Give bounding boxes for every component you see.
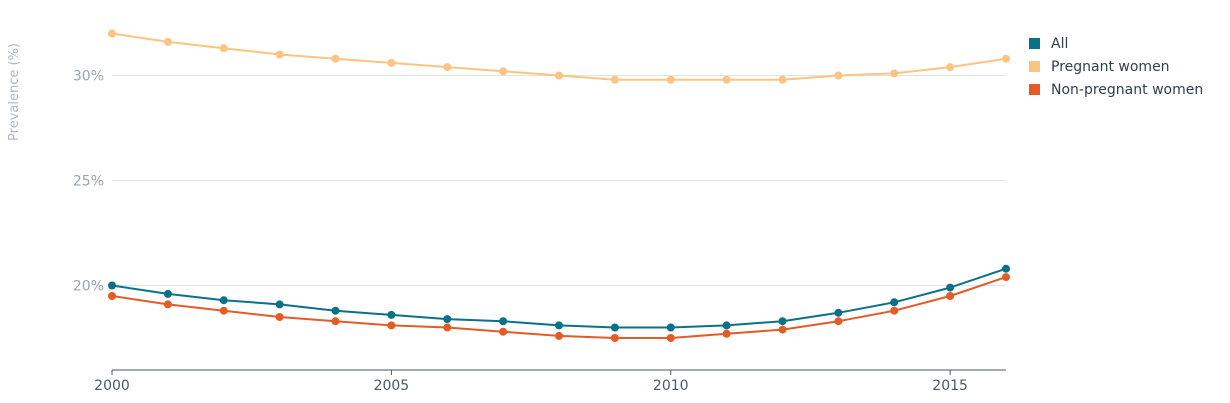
data-point[interactable]	[1002, 54, 1010, 63]
data-point[interactable]	[890, 69, 899, 78]
data-point[interactable]	[443, 315, 452, 324]
data-point[interactable]	[778, 325, 787, 334]
data-point[interactable]	[275, 50, 284, 59]
data-point[interactable]	[666, 75, 675, 84]
data-point[interactable]	[163, 300, 172, 309]
data-point[interactable]	[219, 44, 228, 53]
data-point[interactable]	[219, 296, 228, 305]
data-point[interactable]	[499, 317, 508, 326]
data-point[interactable]	[722, 329, 731, 338]
data-point[interactable]	[610, 75, 619, 84]
data-point[interactable]	[890, 298, 899, 307]
data-point[interactable]	[610, 323, 619, 332]
data-point[interactable]	[387, 58, 396, 67]
legend-label: Non-pregnant women	[1051, 81, 1204, 98]
data-point[interactable]	[666, 334, 675, 342]
x-tick-label: 2000	[94, 378, 130, 394]
data-point[interactable]	[778, 317, 787, 326]
data-point[interactable]	[946, 283, 955, 292]
data-point[interactable]	[610, 334, 619, 342]
legend-item[interactable]: Non-pregnant women	[1029, 78, 1203, 101]
data-point[interactable]	[1002, 264, 1010, 273]
legend: All Pregnant women Non-pregnant women	[1029, 32, 1203, 101]
data-point[interactable]	[555, 321, 563, 330]
data-point[interactable]	[163, 37, 172, 46]
data-point[interactable]	[108, 29, 116, 38]
data-point[interactable]	[499, 67, 508, 76]
data-point[interactable]	[946, 63, 955, 72]
grid-lines: 20% 25% 30%	[73, 69, 1006, 295]
series-line-0	[111, 267, 1007, 329]
legend-item[interactable]: All	[1029, 32, 1203, 55]
data-point[interactable]	[275, 313, 284, 321]
x-tick-label: 2010	[653, 378, 689, 394]
y-axis-label: Prevalence (%)	[7, 43, 22, 141]
data-point[interactable]	[722, 75, 731, 84]
x-tick-label: 2015	[932, 378, 968, 394]
legend-item[interactable]: Pregnant women	[1029, 55, 1203, 78]
data-point[interactable]	[387, 321, 396, 330]
data-point[interactable]	[834, 317, 843, 326]
data-point[interactable]	[331, 54, 340, 63]
legend-label: All	[1051, 35, 1069, 52]
series-group	[108, 29, 1010, 342]
data-point[interactable]	[108, 292, 116, 300]
data-point[interactable]	[331, 306, 340, 315]
data-point[interactable]	[163, 289, 172, 298]
data-point[interactable]	[834, 71, 843, 80]
data-point[interactable]	[331, 317, 340, 326]
y-tick-label: 20%	[73, 279, 104, 295]
legend-label: Pregnant women	[1051, 58, 1170, 75]
data-point[interactable]	[946, 292, 955, 300]
data-point[interactable]	[1002, 273, 1010, 282]
y-tick-label: 30%	[73, 69, 104, 85]
data-point[interactable]	[722, 321, 731, 330]
data-point[interactable]	[555, 71, 563, 80]
data-point[interactable]	[666, 323, 675, 332]
data-point[interactable]	[834, 308, 843, 317]
data-point[interactable]	[890, 306, 899, 315]
x-tick-label: 2005	[374, 378, 410, 394]
data-point[interactable]	[778, 75, 787, 84]
data-point[interactable]	[443, 63, 452, 72]
data-point[interactable]	[219, 306, 228, 315]
legend-swatch	[1029, 61, 1040, 72]
data-point[interactable]	[108, 281, 116, 290]
data-point[interactable]	[555, 331, 563, 340]
legend-swatch	[1029, 38, 1040, 49]
data-point[interactable]	[499, 327, 508, 336]
axes: 2000 2005 2010 2015	[94, 369, 1006, 394]
data-point[interactable]	[443, 323, 452, 332]
legend-swatch	[1029, 84, 1040, 95]
data-point[interactable]	[275, 300, 284, 309]
y-tick-label: 25%	[73, 174, 104, 190]
data-point[interactable]	[387, 310, 396, 319]
